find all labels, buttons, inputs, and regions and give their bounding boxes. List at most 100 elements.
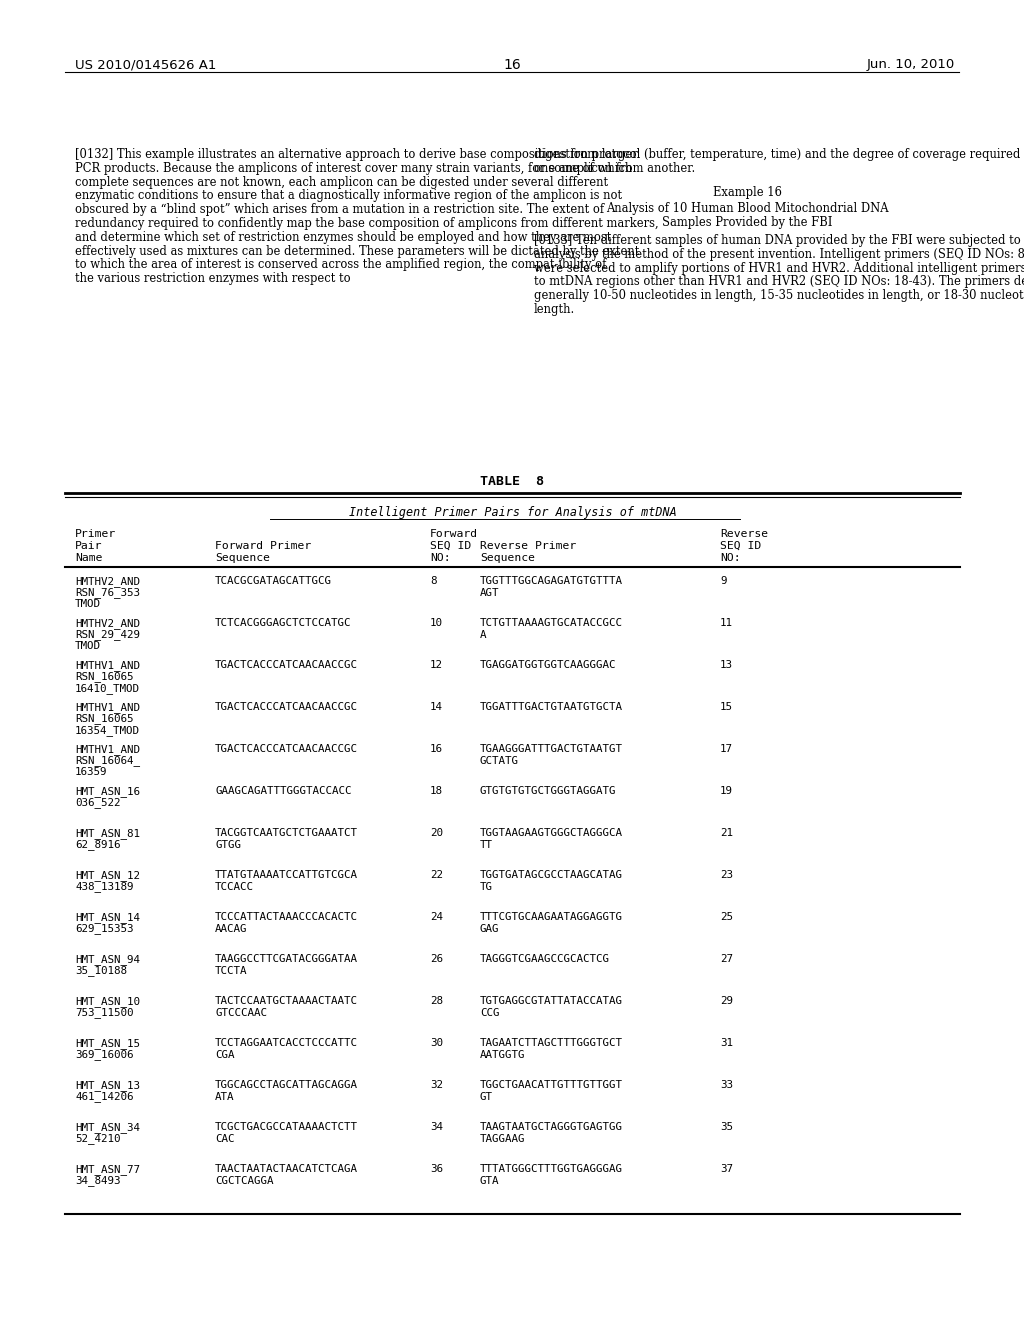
Text: 8: 8: [430, 576, 436, 586]
Text: TAAGTAATGCTAGGGTGAGTGG: TAAGTAATGCTAGGGTGAGTGG: [480, 1122, 623, 1133]
Text: RSN_16065: RSN_16065: [75, 714, 133, 725]
Text: 33: 33: [720, 1080, 733, 1090]
Text: GAG: GAG: [480, 924, 500, 933]
Text: 461_14206: 461_14206: [75, 1092, 133, 1102]
Text: 34: 34: [430, 1122, 443, 1133]
Text: TAGGAAG: TAGGAAG: [480, 1134, 525, 1143]
Text: TGGCAGCCTAGCATTAGCAGGA: TGGCAGCCTAGCATTAGCAGGA: [215, 1080, 358, 1090]
Text: HMTHV1_AND: HMTHV1_AND: [75, 744, 140, 755]
Text: Samples Provided by the FBI: Samples Provided by the FBI: [662, 216, 833, 230]
Text: Pair: Pair: [75, 541, 102, 550]
Text: GTGTGTGTGCTGGGTAGGATG: GTGTGTGTGCTGGGTAGGATG: [480, 785, 616, 796]
Text: CCG: CCG: [480, 1007, 500, 1018]
Text: GTCCCAAC: GTCCCAAC: [215, 1007, 267, 1018]
Text: 27: 27: [720, 954, 733, 964]
Text: Reverse: Reverse: [720, 529, 768, 539]
Text: 32: 32: [430, 1080, 443, 1090]
Text: TAACTAATACTAACATCTCAGA: TAACTAATACTAACATCTCAGA: [215, 1164, 358, 1173]
Text: TGACTCACCCATCAACAACCGC: TGACTCACCCATCAACAACCGC: [215, 702, 358, 711]
Text: [0132] This example illustrates an alternative approach to derive base compositi: [0132] This example illustrates an alter…: [75, 148, 638, 161]
Text: 37: 37: [720, 1164, 733, 1173]
Text: 16410_TMOD: 16410_TMOD: [75, 682, 140, 694]
Text: TGGTGATAGCGCCTAAGCATAG: TGGTGATAGCGCCTAAGCATAG: [480, 870, 623, 880]
Text: redundancy required to confidently map the base composition of amplicons from di: redundancy required to confidently map t…: [75, 216, 658, 230]
Text: 369_16006: 369_16006: [75, 1049, 133, 1060]
Text: complete sequences are not known, each amplicon can be digested under several di: complete sequences are not known, each a…: [75, 176, 608, 189]
Text: TAGAATCTTAGCTTTGGGTGCT: TAGAATCTTAGCTTTGGGTGCT: [480, 1038, 623, 1048]
Text: 19: 19: [720, 785, 733, 796]
Text: NO:: NO:: [720, 553, 740, 564]
Text: 21: 21: [720, 828, 733, 838]
Text: SEQ ID: SEQ ID: [430, 541, 471, 550]
Text: 36: 36: [430, 1164, 443, 1173]
Text: ATA: ATA: [215, 1092, 234, 1101]
Text: CGCTCAGGA: CGCTCAGGA: [215, 1176, 273, 1185]
Text: 28: 28: [430, 997, 443, 1006]
Text: TTTCGTGCAAGAATAGGAGGTG: TTTCGTGCAAGAATAGGAGGTG: [480, 912, 623, 921]
Text: GTA: GTA: [480, 1176, 500, 1185]
Text: TCTCACGGGAGCTCTCCATGC: TCTCACGGGAGCTCTCCATGC: [215, 618, 351, 628]
Text: 438_13189: 438_13189: [75, 882, 133, 892]
Text: TCCTA: TCCTA: [215, 965, 248, 975]
Text: TTATGTAAAATCCATTGTCGCA: TTATGTAAAATCCATTGTCGCA: [215, 870, 358, 880]
Text: GCTATG: GCTATG: [480, 755, 519, 766]
Text: RSN_76_353: RSN_76_353: [75, 587, 140, 598]
Text: HMT_ASN_15: HMT_ASN_15: [75, 1038, 140, 1049]
Text: TGGATTTGACTGTAATGTGCTA: TGGATTTGACTGTAATGTGCTA: [480, 702, 623, 711]
Text: HMT_ASN_81: HMT_ASN_81: [75, 828, 140, 840]
Text: Intelligent Primer Pairs for Analysis of mtDNA: Intelligent Primer Pairs for Analysis of…: [348, 506, 677, 519]
Text: 629_15353: 629_15353: [75, 924, 133, 935]
Text: HMT_ASN_14: HMT_ASN_14: [75, 912, 140, 923]
Text: SEQ ID: SEQ ID: [720, 541, 761, 550]
Text: GT: GT: [480, 1092, 493, 1101]
Text: Jun. 10, 2010: Jun. 10, 2010: [866, 58, 955, 71]
Text: Reverse Primer: Reverse Primer: [480, 541, 577, 550]
Text: TGAAGGGATTTGACTGTAATGT: TGAAGGGATTTGACTGTAATGT: [480, 744, 623, 754]
Text: AACAG: AACAG: [215, 924, 248, 933]
Text: NO:: NO:: [430, 553, 451, 564]
Text: 10: 10: [430, 618, 443, 628]
Text: 9: 9: [720, 576, 726, 586]
Text: TCCTAGGAATCACCTCCCATTC: TCCTAGGAATCACCTCCCATTC: [215, 1038, 358, 1048]
Text: 13: 13: [720, 660, 733, 671]
Text: TT: TT: [480, 840, 493, 850]
Text: TCCACC: TCCACC: [215, 882, 254, 891]
Text: TGGTTTGGCAGAGATGTGTTTA: TGGTTTGGCAGAGATGTGTTTA: [480, 576, 623, 586]
Text: the various restriction enzymes with respect to: the various restriction enzymes with res…: [75, 272, 350, 285]
Text: A: A: [480, 630, 486, 639]
Text: 036_522: 036_522: [75, 797, 121, 808]
Text: TABLE  8: TABLE 8: [480, 475, 545, 488]
Text: TCCCATTACTAAACCCACACTC: TCCCATTACTAAACCCACACTC: [215, 912, 358, 921]
Text: Sequence: Sequence: [215, 553, 270, 564]
Text: TGGTAAGAAGTGGGCTAGGGCA: TGGTAAGAAGTGGGCTAGGGCA: [480, 828, 623, 838]
Text: AATGGTG: AATGGTG: [480, 1049, 525, 1060]
Text: US 2010/0145626 A1: US 2010/0145626 A1: [75, 58, 216, 71]
Text: obscured by a “blind spot” which arises from a mutation in a restriction site. T: obscured by a “blind spot” which arises …: [75, 203, 604, 216]
Text: TAAGGCCTTCGATACGGGATAA: TAAGGCCTTCGATACGGGATAA: [215, 954, 358, 964]
Text: GAAGCAGATTTGGGTACCACC: GAAGCAGATTTGGGTACCACC: [215, 785, 351, 796]
Text: TCTGTTAAAAGTGCATACCGCC: TCTGTTAAAAGTGCATACCGCC: [480, 618, 623, 628]
Text: Forward Primer: Forward Primer: [215, 541, 311, 550]
Text: 34_8493: 34_8493: [75, 1176, 121, 1187]
Text: 16: 16: [503, 58, 521, 73]
Text: effectively used as mixtures can be determined. These parameters will be dictate: effectively used as mixtures can be dete…: [75, 244, 639, 257]
Text: analysis by the method of the present invention. Intelligent primers (SEQ ID NOs: analysis by the method of the present in…: [534, 248, 1024, 261]
Text: 18: 18: [430, 785, 443, 796]
Text: Forward: Forward: [430, 529, 478, 539]
Text: 16359: 16359: [75, 767, 108, 777]
Text: HMT_ASN_10: HMT_ASN_10: [75, 997, 140, 1007]
Text: [0133] Ten different samples of human DNA provided by the FBI were subjected to : [0133] Ten different samples of human DN…: [534, 234, 1024, 247]
Text: TGAGGATGGTGGTCAAGGGAC: TGAGGATGGTGGTCAAGGGAC: [480, 660, 616, 671]
Text: TGTGAGGCGTATTATACCATAG: TGTGAGGCGTATTATACCATAG: [480, 997, 623, 1006]
Text: HMTHV2_AND: HMTHV2_AND: [75, 576, 140, 587]
Text: TACTCCAATGCTAAAACTAATC: TACTCCAATGCTAAAACTAATC: [215, 997, 358, 1006]
Text: HMT_ASN_16: HMT_ASN_16: [75, 785, 140, 797]
Text: 23: 23: [720, 870, 733, 880]
Text: TAGGGTCGAAGCCGCACTCG: TAGGGTCGAAGCCGCACTCG: [480, 954, 610, 964]
Text: HMT_ASN_77: HMT_ASN_77: [75, 1164, 140, 1175]
Text: TGGCTGAACATTGTTTGTTGGT: TGGCTGAACATTGTTTGTTGGT: [480, 1080, 623, 1090]
Text: 24: 24: [430, 912, 443, 921]
Text: 22: 22: [430, 870, 443, 880]
Text: 16354_TMOD: 16354_TMOD: [75, 725, 140, 737]
Text: 52_4210: 52_4210: [75, 1134, 121, 1144]
